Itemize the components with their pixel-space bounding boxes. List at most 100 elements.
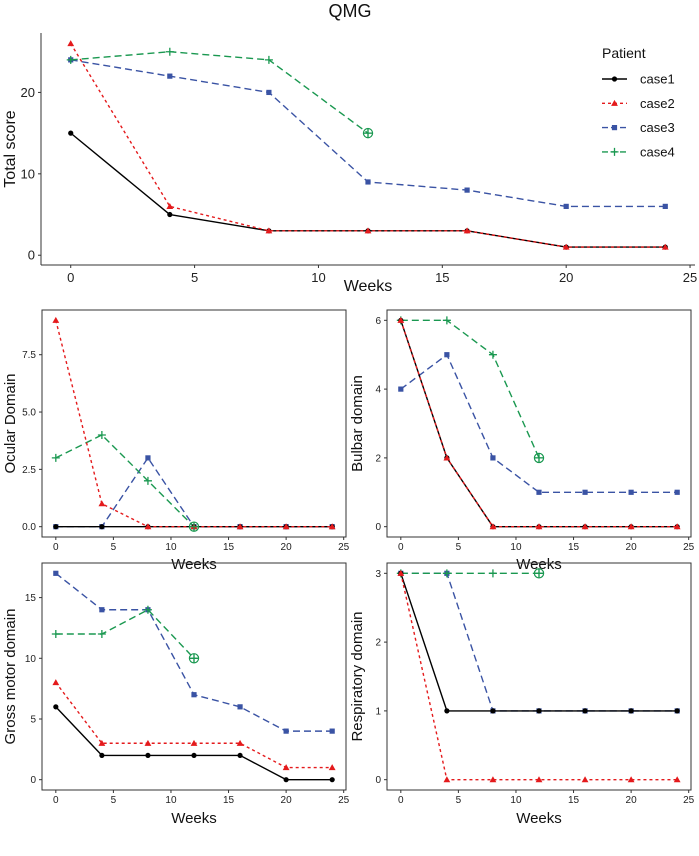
point-case3 bbox=[674, 489, 680, 495]
x-tick-label: 25 bbox=[683, 542, 695, 553]
point-case3 bbox=[662, 203, 668, 209]
point-case2 bbox=[627, 523, 635, 530]
legend-label: case4 bbox=[640, 144, 675, 159]
point-case1 bbox=[99, 524, 105, 530]
plot-frame bbox=[386, 562, 692, 791]
point-case3 bbox=[490, 455, 496, 461]
end-marker-case4 bbox=[362, 127, 374, 139]
y-tick-label: 3 bbox=[375, 569, 381, 580]
point-case3 bbox=[398, 386, 404, 392]
plot-frame bbox=[386, 309, 692, 538]
point-case2 bbox=[236, 523, 244, 530]
x-tick-label: 5 bbox=[111, 542, 117, 553]
point-case4 bbox=[488, 350, 497, 359]
legend-label: case2 bbox=[640, 96, 675, 111]
plot-frame bbox=[41, 562, 347, 791]
point-case3 bbox=[266, 89, 272, 96]
x-axis-label: Weeks bbox=[516, 556, 562, 573]
point-case2 bbox=[144, 739, 152, 746]
series-case2 bbox=[397, 316, 681, 530]
legend-marker bbox=[611, 76, 618, 82]
point-case2 bbox=[98, 739, 106, 746]
point-case1 bbox=[167, 211, 173, 218]
point-case3 bbox=[167, 73, 173, 79]
point-case2 bbox=[581, 776, 589, 783]
point-case4 bbox=[97, 430, 106, 439]
x-tick-label: 20 bbox=[281, 542, 293, 553]
x-tick-label: 5 bbox=[456, 795, 462, 806]
end-marker-case4 bbox=[533, 568, 545, 579]
series-case2 bbox=[397, 569, 681, 783]
x-tick-label: 15 bbox=[223, 542, 235, 553]
legend-title: Patient bbox=[602, 45, 646, 61]
series-line-case4 bbox=[400, 319, 540, 459]
series-case1 bbox=[398, 570, 680, 714]
point-case3 bbox=[464, 187, 470, 193]
point-case3 bbox=[563, 203, 569, 209]
panel-total-score: 0 5 10 15 20 25 0 10 20 Weeks Total score bbox=[2, 33, 697, 295]
point-case3 bbox=[237, 704, 243, 710]
point-case2 bbox=[98, 500, 106, 507]
x-tick-label: 15 bbox=[568, 542, 580, 553]
point-case4 bbox=[264, 55, 273, 64]
y-tick-label: 5 bbox=[30, 714, 36, 725]
series-case3 bbox=[398, 352, 680, 495]
point-case2 bbox=[52, 316, 60, 323]
point-case2 bbox=[166, 202, 174, 209]
point-case2 bbox=[67, 40, 75, 47]
point-case4 bbox=[442, 316, 451, 325]
point-case2 bbox=[282, 764, 290, 771]
x-tick-label: 20 bbox=[559, 270, 573, 285]
point-case1 bbox=[145, 752, 151, 759]
point-case2 bbox=[328, 523, 336, 530]
panel-bulbar-domain: 0 5 10 15 20 25 0 2 4 6 Weeks Bulbar domain bbox=[349, 309, 695, 573]
series-line-case3 bbox=[400, 572, 678, 712]
x-tick-label: 15 bbox=[435, 270, 449, 285]
y-axis-label: Bulbar domain bbox=[349, 375, 366, 472]
x-tick-label: 5 bbox=[191, 270, 198, 285]
x-tick-label: 15 bbox=[568, 795, 580, 806]
point-case1 bbox=[53, 524, 59, 530]
end-marker-case4 bbox=[188, 653, 200, 664]
series-case3 bbox=[53, 570, 335, 734]
series-line-case4 bbox=[55, 609, 195, 659]
x-axis-label: Weeks bbox=[171, 810, 217, 827]
point-case4 bbox=[143, 605, 152, 614]
panel-respiratory-domain: 0 5 10 15 20 25 0 1 2 3 Weeks Respiratory domain bbox=[349, 562, 695, 827]
point-case4 bbox=[51, 453, 60, 462]
end-marker-case4 bbox=[188, 521, 200, 532]
series-case4 bbox=[396, 316, 543, 462]
series-line-case4 bbox=[55, 434, 195, 528]
point-case4 bbox=[488, 569, 497, 578]
point-case1 bbox=[237, 752, 243, 759]
x-tick-label: 10 bbox=[165, 542, 177, 553]
point-case3 bbox=[444, 352, 450, 358]
x-tick-label: 10 bbox=[510, 795, 522, 806]
point-case1 bbox=[444, 708, 450, 714]
y-tick-label: 0 bbox=[375, 522, 381, 533]
series-line-case3 bbox=[400, 354, 678, 493]
series-case4 bbox=[66, 47, 372, 138]
y-tick-label: 0 bbox=[30, 775, 36, 786]
point-case3 bbox=[283, 728, 289, 734]
series-case2 bbox=[52, 679, 336, 771]
point-case3 bbox=[582, 489, 588, 495]
point-case2 bbox=[282, 523, 290, 530]
point-case1 bbox=[99, 752, 105, 759]
y-tick-label: 15 bbox=[25, 593, 37, 604]
y-tick-label: 2 bbox=[375, 638, 381, 649]
point-case4 bbox=[51, 630, 60, 639]
x-tick-label: 0 bbox=[53, 542, 59, 553]
point-case2 bbox=[673, 776, 681, 783]
x-axis-label: Weeks bbox=[516, 810, 562, 827]
point-case1 bbox=[68, 130, 74, 136]
point-case3 bbox=[329, 728, 335, 734]
y-tick-label: 2 bbox=[375, 453, 381, 464]
legend-label: case3 bbox=[640, 120, 675, 135]
point-case3 bbox=[628, 489, 634, 495]
point-case3 bbox=[365, 179, 371, 185]
y-tick-label: 6 bbox=[375, 316, 381, 327]
point-case3 bbox=[145, 455, 151, 461]
series-line-case2 bbox=[400, 573, 678, 781]
point-case2 bbox=[673, 523, 681, 530]
